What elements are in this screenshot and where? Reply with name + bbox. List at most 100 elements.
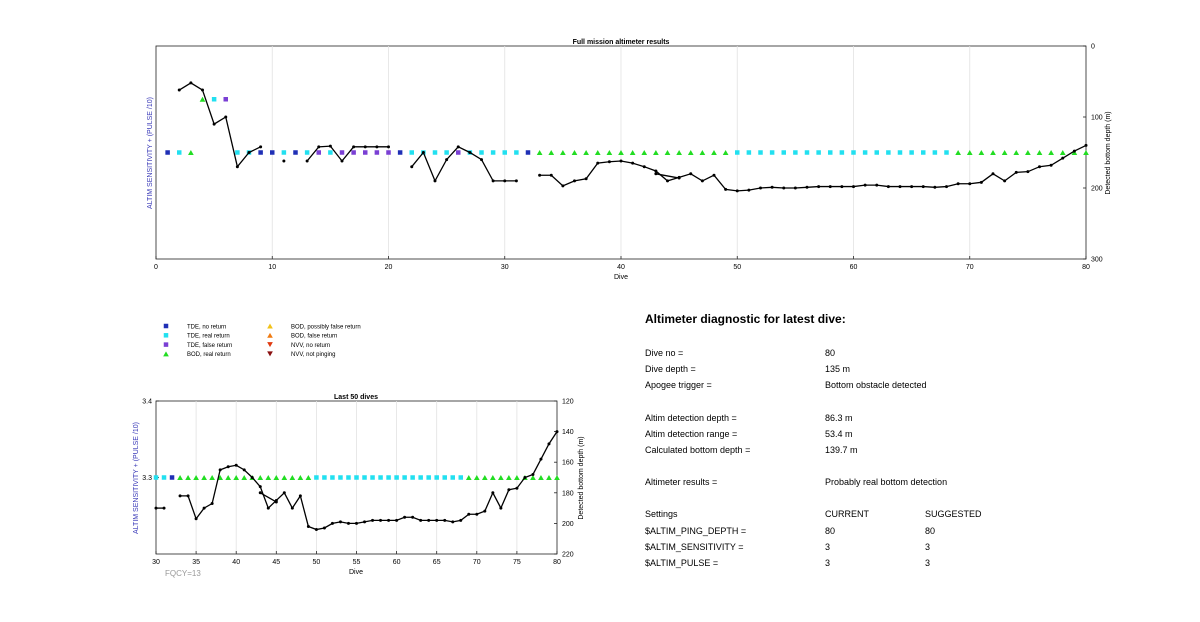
altimeter-marker [932, 150, 938, 155]
depth-point [451, 520, 455, 524]
bottom-chart-xlabel: Dive [349, 569, 363, 576]
depth-point [817, 185, 821, 189]
altimeter-marker [281, 150, 287, 155]
x-tick-label: 65 [433, 559, 441, 566]
x-tick-label: 80 [553, 559, 561, 566]
diag-value: Probably real bottom detection [825, 477, 948, 488]
altimeter-marker [746, 150, 752, 155]
legend-label: NVV, not pinging [291, 352, 335, 358]
altimeter-marker [177, 475, 183, 480]
legend: TDE, no return TDE, real return TDE, false… [163, 323, 361, 358]
depth-point [258, 485, 262, 489]
depth-point [234, 463, 238, 467]
depth-point [979, 180, 983, 184]
depth-point [1003, 179, 1007, 183]
depth-point [539, 457, 543, 461]
altimeter-marker [530, 475, 536, 480]
x-tick-label: 10 [268, 264, 276, 271]
diag-value: Bottom obstacle detected [825, 380, 927, 391]
depth-point [840, 185, 844, 189]
depth-point [305, 159, 309, 163]
altimeter-marker [346, 475, 351, 480]
depth-point [654, 169, 658, 173]
altimeter-marker [209, 475, 215, 480]
altimeter-marker [966, 150, 973, 155]
x-tick-label: 45 [272, 559, 280, 566]
depth-series-line [180, 431, 558, 531]
altimeter-marker [546, 475, 552, 480]
depth-point [410, 165, 414, 169]
altimeter-marker [339, 150, 345, 155]
altimeter-marker [921, 150, 926, 155]
depth-point [235, 165, 239, 169]
altimeter-marker [676, 150, 682, 155]
depth-point [298, 494, 302, 498]
depth-point [514, 179, 518, 183]
altimeter-marker [618, 150, 624, 155]
diagnostic-panel: Altimeter diagnostic for latest dive: Di… [645, 312, 1065, 574]
altimeter-marker [273, 475, 280, 480]
altimeter-marker [211, 97, 217, 102]
altimeter-marker [304, 150, 310, 155]
x-tick-label: 35 [192, 559, 200, 566]
top-chart-xlabel: Dive [614, 274, 628, 281]
depth-point [793, 186, 797, 190]
altimeter-marker [1013, 150, 1020, 155]
depth-point [921, 185, 925, 189]
altimeter-marker [444, 150, 449, 155]
altimeter-marker [781, 150, 786, 155]
depth-point [395, 518, 399, 522]
depth-point [433, 179, 437, 183]
altimeter-marker [481, 475, 488, 480]
altimeter-marker [199, 96, 206, 102]
diag-label: Dive no = [645, 348, 684, 358]
altimeter-marker [594, 150, 601, 155]
depth-point [523, 476, 527, 479]
altimeter-marker [201, 475, 207, 480]
setting-suggested: 3 [925, 541, 931, 552]
y-left-tick-label: 3.3 [142, 475, 152, 482]
diag-row-detection-range: Altim detection range = 53.4 m [645, 429, 1065, 445]
depth-point [314, 528, 318, 532]
settings-suggested-header: SUGGESTED [925, 509, 982, 520]
altimeter-marker [351, 150, 356, 155]
altimeter-marker [289, 475, 296, 480]
setting-label: $ALTIM_PING_DEPTH = [645, 525, 747, 536]
altimeter-marker [362, 475, 367, 480]
altimeter-marker [418, 475, 423, 480]
legend-marker [163, 351, 169, 357]
depth-point [584, 177, 588, 181]
depth-point [443, 518, 447, 522]
setting-label: $ALTIM_SENSITIVITY = [645, 541, 744, 552]
depth-point [403, 515, 407, 519]
altimeter-marker [1036, 150, 1043, 155]
altimeter-marker [432, 150, 438, 155]
bottom-chart-ylabel-left: ALTIM SENSITIVITY + (PULSE /10) [133, 422, 140, 534]
depth-series-line [306, 145, 389, 163]
diag-row-bottom-depth: Calculated bottom depth = 139.7 m [645, 445, 1065, 461]
setting-label: $ALTIM_PULSE = [645, 557, 719, 568]
altimeter-marker [687, 150, 694, 155]
legend-label: BOD, real return [187, 352, 231, 358]
diag-value: 135 m [825, 364, 851, 375]
altimeter-marker [258, 150, 263, 155]
altimeter-marker [241, 475, 248, 480]
depth-point [363, 145, 367, 149]
altimeter-marker [397, 150, 403, 155]
y-right-tick-label: 300 [1091, 257, 1103, 264]
fqcy-annotation: FQCY=13 [165, 569, 201, 578]
altimeter-marker [409, 150, 414, 155]
depth-point [1072, 149, 1076, 153]
depth-point [210, 502, 214, 506]
depth-point [352, 145, 356, 149]
depth-point [607, 160, 611, 164]
altimeter-marker [571, 150, 578, 155]
depth-point [421, 151, 425, 154]
altimeter-marker [816, 150, 821, 155]
diag-label: Altim detection depth = [645, 412, 737, 423]
y-right-tick-label: 200 [1091, 186, 1103, 193]
altimeter-marker [1059, 150, 1066, 155]
depth-point [250, 476, 254, 479]
altimeter-marker [217, 475, 224, 480]
